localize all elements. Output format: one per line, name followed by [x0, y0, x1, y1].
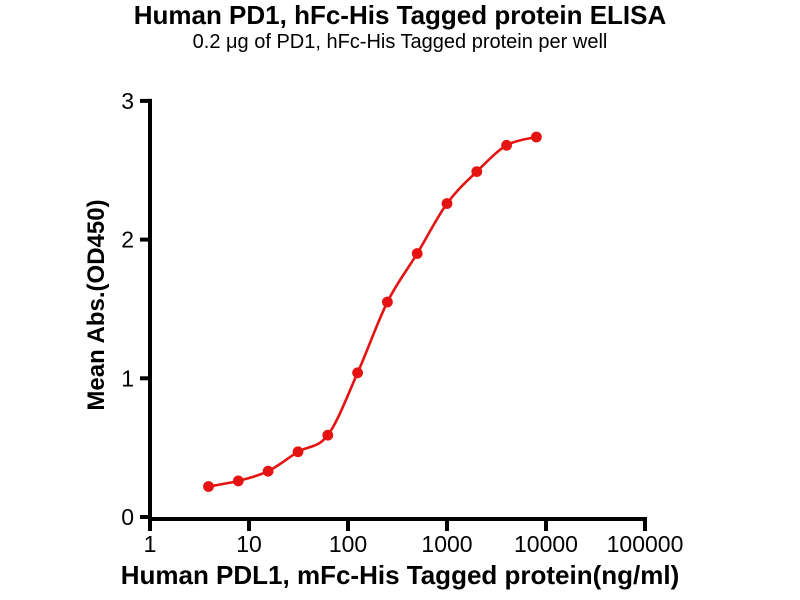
- x-tick-label: 1: [144, 531, 157, 557]
- x-tick-label: 10000: [514, 531, 578, 557]
- y-tick-label: 1: [121, 365, 134, 391]
- x-tick-label: 100000: [607, 531, 684, 557]
- x-tick-label: 100: [329, 531, 367, 557]
- y-tick-label: 0: [121, 504, 134, 530]
- x-tick-label: 10: [236, 531, 262, 557]
- data-point: [411, 248, 423, 259]
- fit-curve: [208, 135, 537, 488]
- data-point: [471, 166, 483, 178]
- data-point: [352, 367, 363, 379]
- data-point: [292, 446, 304, 458]
- y-tick-label: 2: [121, 227, 134, 253]
- x-axis-label: Human PDL1, mFc-His Tagged protein(ng/ml…: [120, 560, 680, 590]
- data-point: [501, 139, 512, 151]
- chart-title: Human PD1, hFc-His Tagged protein ELISA: [133, 0, 667, 30]
- x-tick-label: 1000: [421, 531, 472, 557]
- chart-subtitle: 0.2 μg of PD1, hFc-His Tagged protein pe…: [192, 31, 608, 53]
- data-point: [441, 198, 453, 209]
- data-point: [232, 475, 244, 487]
- data-point: [203, 481, 214, 492]
- data-point: [531, 131, 542, 143]
- y-tick-label: 3: [121, 88, 134, 114]
- data-point: [322, 429, 334, 441]
- data-point: [382, 296, 393, 308]
- data-point: [262, 465, 274, 477]
